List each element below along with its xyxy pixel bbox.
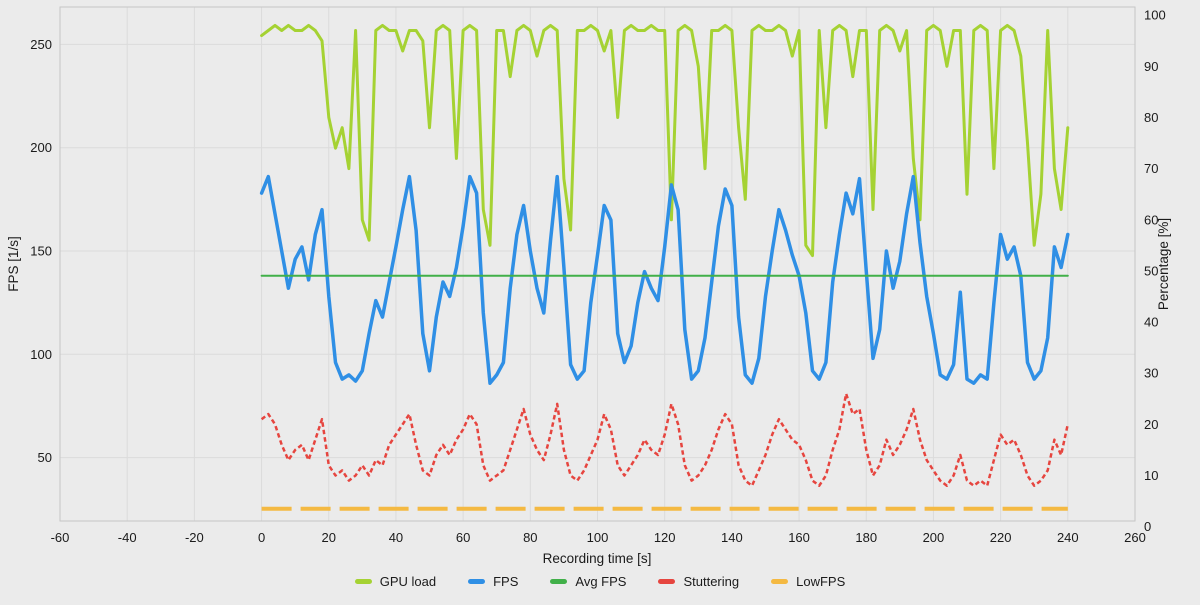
legend-swatch-avg-fps: [550, 578, 568, 584]
x-tick-label: 160: [788, 530, 810, 545]
y-right-tick-label: 90: [1144, 59, 1158, 74]
y-right-tick-label: 30: [1144, 366, 1158, 381]
y-right-tick-label: 100: [1144, 8, 1166, 23]
y-right-tick-label: 50: [1144, 263, 1158, 278]
legend-label: GPU load: [379, 573, 437, 589]
x-tick-label: -60: [51, 530, 70, 545]
legend-item-stuttering: Stuttering: [658, 574, 739, 589]
legend-swatch-stuttering: [658, 578, 676, 584]
legend-label: FPS: [493, 573, 519, 589]
series-line-gpu-load: [260, 23, 1070, 258]
legend-item-lowfps: LowFPS: [771, 574, 845, 589]
legend-item-gpu-load: GPU load: [354, 573, 437, 589]
y-right-tick-label: 0: [1144, 519, 1151, 534]
y-left-tick-label: 50: [38, 450, 52, 465]
y-left-axis-title: FPS [1/s]: [6, 236, 21, 292]
x-tick-label: 80: [523, 530, 537, 545]
legend-swatch-lowfps: [771, 578, 789, 584]
x-tick-label: 220: [990, 530, 1012, 545]
x-tick-label: 140: [721, 530, 743, 545]
x-tick-label: 40: [389, 530, 403, 545]
y-right-tick-label: 20: [1144, 417, 1158, 432]
x-tick-label: 20: [322, 530, 336, 545]
x-tick-label: 200: [923, 530, 945, 545]
x-tick-label: 260: [1124, 530, 1146, 545]
legend-label: Stuttering: [683, 573, 740, 589]
x-tick-label: -20: [185, 530, 204, 545]
x-axis-title: Recording time [s]: [543, 551, 652, 566]
y-right-tick-label: 60: [1144, 212, 1158, 227]
y-left-tick-label: 150: [30, 243, 52, 258]
x-tick-label: 180: [855, 530, 877, 545]
legend-item-fps: FPS: [468, 574, 518, 589]
legend-label: Avg FPS: [575, 573, 627, 589]
x-tick-label: 100: [587, 530, 609, 545]
y-right-tick-label: 70: [1144, 161, 1158, 176]
y-right-axis-title: Percentage [%]: [1156, 218, 1171, 310]
y-right-tick-label: 40: [1144, 315, 1158, 330]
y-left-tick-label: 200: [30, 140, 52, 155]
legend-item-avg-fps: Avg FPS: [550, 574, 626, 589]
x-tick-label: 240: [1057, 530, 1079, 545]
x-tick-label: -40: [118, 530, 137, 545]
x-tick-label: 120: [654, 530, 676, 545]
series-layer: [259, 23, 1070, 511]
legend-swatch-gpu-load: [354, 578, 372, 584]
series-line-fps: [259, 174, 1070, 385]
y-right-tick-label: 10: [1144, 468, 1158, 483]
legend-label: LowFPS: [796, 573, 846, 589]
series-line-stuttering: [260, 392, 1070, 487]
x-tick-label: 60: [456, 530, 470, 545]
chart-legend: GPU load FPS Avg FPS Stuttering LowFPS: [0, 568, 1200, 594]
y-left-tick-label: 100: [30, 347, 52, 362]
plot-area[interactable]: [59, 6, 1136, 522]
tick-label-layer: -60 -40 -20 0 20 40 60 80 100 120 140 160 180 200 220 2…: [30, 8, 1165, 545]
y-right-tick-label: 80: [1144, 110, 1158, 125]
legend-swatch-fps: [468, 578, 486, 584]
y-left-tick-label: 250: [30, 37, 52, 52]
x-tick-label: 0: [258, 530, 265, 545]
